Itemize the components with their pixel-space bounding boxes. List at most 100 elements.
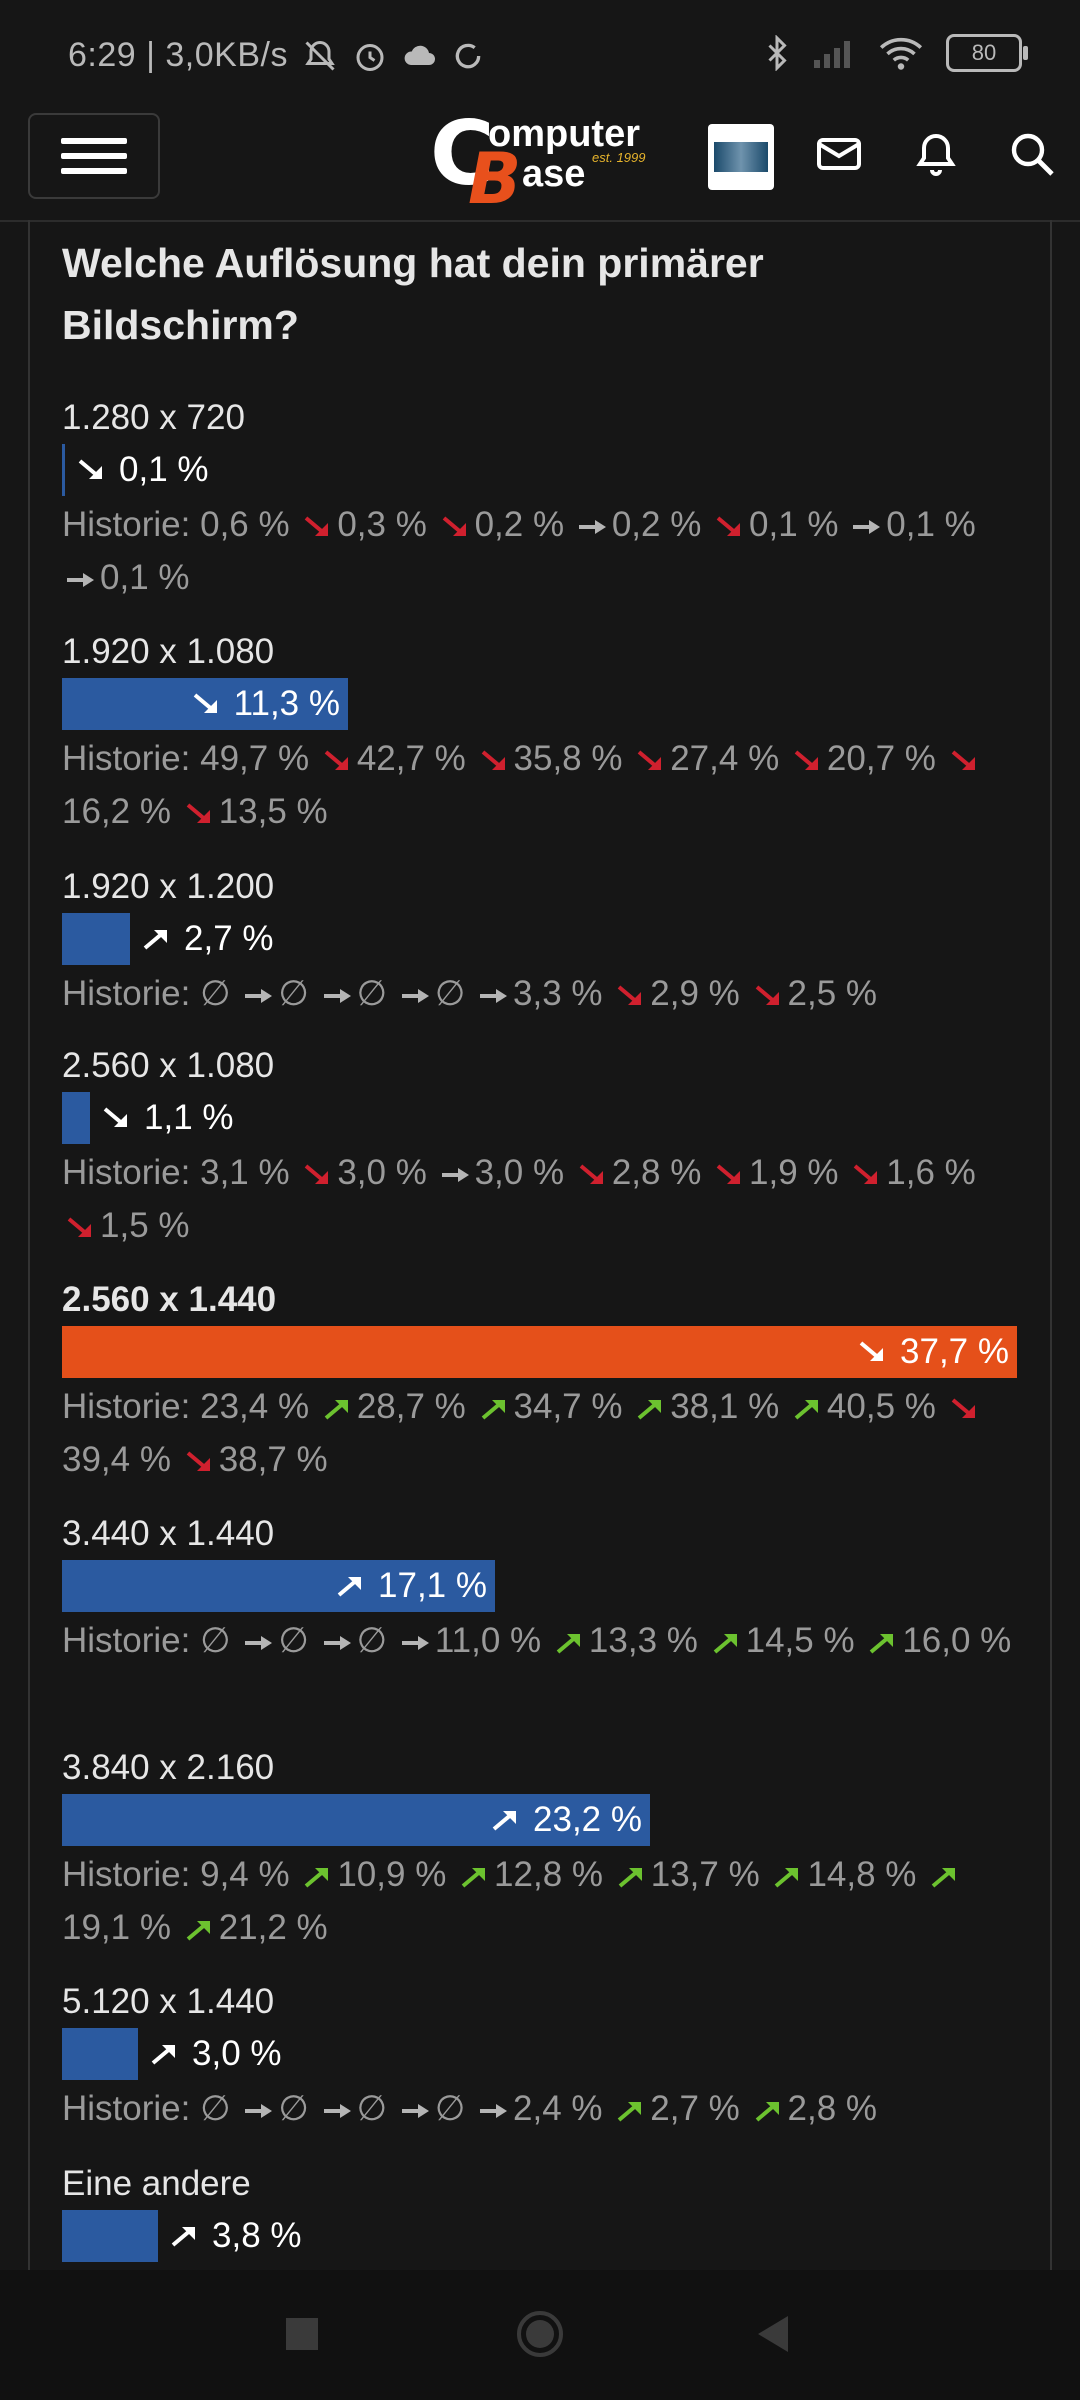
history-value: 0,1 % [886,505,976,544]
history-value: ∅ [278,2089,309,2128]
trend-down-icon [78,459,102,479]
trend-down-icon [324,750,348,770]
logo-letter-b: B [468,138,522,220]
trend-up-icon [461,1867,486,1888]
poll-option: 3.840 x 2.160 23,2 % Historie: 9,4 % 10,9 … [62,1742,1022,1954]
history-value: 0,2 % [474,505,565,544]
trend-up-icon [151,2045,175,2065]
option-percentage: 0,1 % [73,444,209,496]
history-value: 12,8 % [494,1855,604,1894]
alarm-icon [356,43,384,71]
history-label: Historie: [62,1387,191,1426]
trend-up-icon [337,1577,362,1597]
search-icon[interactable] [1008,130,1056,178]
option-percentage: 3,0 % [146,2028,282,2080]
recents-icon[interactable] [286,2318,318,2350]
poll-option: 1.920 x 1.200 2,7 % Historie: ∅ ∅ ∅ ∅ 3,3 … [62,861,1022,1020]
history-label: Historie: [62,1855,191,1894]
history-value: ∅ [200,1621,231,1660]
option-bar-row: 0,1 % [62,444,1022,498]
option-percentage: 3,8 % [166,2210,302,2262]
history-value: 40,5 % [826,1387,936,1426]
history-value: 3,0 % [337,1153,427,1192]
option-bar-row: 3,0 % [62,2028,1022,2082]
option-bar-row: 37,7 % [62,1326,1022,1380]
history-value: ∅ [200,974,231,1013]
trend-flat-icon [245,988,273,1003]
history-value: 14,5 % [745,1621,855,1660]
poll-option: 2.560 x 1.080 1,1 % Historie: 3,1 % 3,0 % … [62,1040,1022,1252]
history-value: ∅ [200,2089,231,2128]
mute-icon [305,40,335,71]
history-value: 10,9 % [337,1855,447,1894]
percentage-value: 17,1 % [378,1566,487,1605]
trend-down-icon [442,516,466,536]
poll-option: 3.440 x 1.440 17,1 % Historie: ∅ ∅ ∅ 11,0 … [62,1508,1022,1667]
option-label: 3.840 x 2.160 [62,1748,275,1787]
trend-up-icon [870,1633,894,1654]
history-label: Historie: [62,974,191,1013]
history-value: 11,0 % [434,1621,542,1660]
option-result-bar [62,913,130,965]
option-bar-row: 11,3 % [62,678,1022,732]
history-value: 9,4 % [200,1855,290,1894]
trend-up-icon [775,1867,799,1888]
status-time: 6:29 | 3,0KB/s [68,36,288,74]
bluetooth-icon [768,35,787,71]
poll-card [28,220,1052,2270]
history-value: ∅ [434,2089,466,2128]
battery-indicator: 80 [946,34,1028,72]
option-history: Historie: ∅ ∅ ∅ ∅ 3,3 % 2,9 % 2,5 % [62,967,1022,1020]
trend-down-icon [755,985,779,1005]
sync-icon [455,43,481,68]
option-label: 3.440 x 1.440 [62,1514,275,1553]
trend-down-icon [859,1341,884,1361]
percentage-value: 23,2 % [533,1800,642,1839]
option-bar-row: 3,8 % [62,2210,1022,2264]
option-percentage: 1,1 % [98,1092,234,1144]
menu-button[interactable] [28,113,160,199]
trend-flat-icon [401,1635,429,1650]
option-history: Historie: 49,7 % 42,7 % 35,8 % 27,4 % 20… [62,732,1022,838]
percentage-value: 2,7 % [184,919,274,958]
option-history: Historie: 3,1 % 3,0 % 3,0 % 2,8 % 1,9 % … [62,1146,1022,1252]
trend-up-icon [713,1633,737,1654]
status-right: 80 [764,34,1028,72]
computerbase-logo[interactable]: C B omputer ase est. 1999 [430,110,650,215]
history-value: 1,9 % [749,1153,839,1192]
trend-up-icon [492,1811,517,1831]
trend-flat-icon [401,2103,429,2118]
history-value: 13,5 % [218,792,328,831]
logo-est: est. 1999 [592,150,646,165]
history-value: 2,7 % [650,2089,740,2128]
poll-option: 1.280 x 720 0,1 % Historie: 0,6 % 0,3 % 0,… [62,392,1022,604]
bell-icon[interactable] [912,130,960,178]
option-percentage: 11,3 % [188,678,340,730]
option-bar-row: 17,1 % [62,1560,1022,1614]
trend-down-icon [186,1451,210,1471]
logo-word-2: ase [522,153,586,195]
history-value: 0,1 % [749,505,839,544]
history-value: 34,7 % [513,1387,623,1426]
back-icon[interactable] [756,2314,790,2354]
user-avatar[interactable] [708,124,774,190]
hamburger-line [61,153,127,159]
option-result-bar [62,2028,138,2080]
poll-option: 1.920 x 1.080 11,3 % Historie: 49,7 % 42,7… [62,626,1022,838]
history-label: Historie: [62,2089,191,2128]
android-nav-bar [0,2270,1080,2400]
history-value: 2,4 % [513,2089,603,2128]
history-value: 13,3 % [588,1621,698,1660]
history-label: Historie: [62,1621,191,1660]
trend-flat-icon [67,572,94,587]
option-result-bar [62,1326,1017,1378]
history-value: 13,7 % [650,1855,760,1894]
history-value: 2,9 % [650,974,740,1013]
trend-down-icon [481,750,505,770]
trend-down-icon [103,1107,127,1127]
option-percentage: 37,7 % [854,1326,1009,1378]
status-bar: 6:29 | 3,0KB/s 80 [0,0,1080,110]
mail-icon[interactable] [815,130,863,178]
home-icon[interactable] [516,2310,564,2358]
history-value: 3,0 % [474,1153,565,1192]
